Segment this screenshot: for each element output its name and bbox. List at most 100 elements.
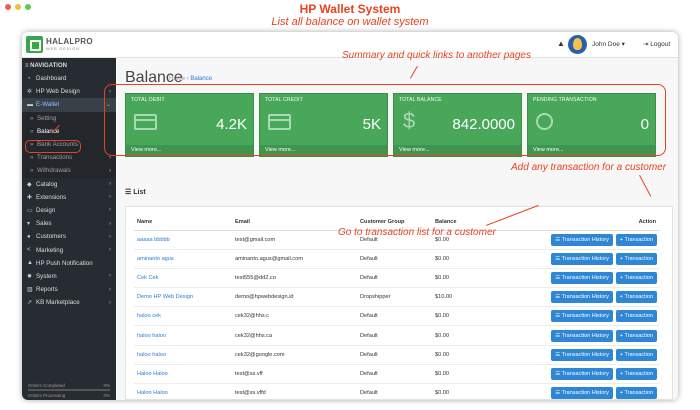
sidebar-item-label: Bank Accounts: [37, 141, 78, 149]
wallet-icon: ▬: [27, 101, 33, 108]
action-cell: ☰ Transaction History + Transaction: [472, 325, 660, 346]
action-cell: ☰ Transaction History + Transaction: [472, 230, 660, 250]
annotation-add: Add any transaction for a customer: [511, 162, 667, 173]
sidebar-item-dashboard[interactable]: ◔ Dashboard: [22, 72, 116, 85]
customer-name-link[interactable]: haloo cek: [134, 306, 232, 327]
add-transaction-button[interactable]: + Transaction: [615, 271, 657, 284]
transaction-history-button[interactable]: ☰ Transaction History: [551, 367, 613, 380]
transaction-history-button[interactable]: ☰ Transaction History: [551, 348, 613, 361]
customer-name-link[interactable]: aaaaa bbbbb: [134, 230, 232, 250]
chevron-right-icon: ›: [109, 194, 111, 201]
nav-heading: ≡ NAVIGATION: [25, 63, 67, 69]
customer-name-link[interactable]: haloo haloo: [134, 345, 232, 365]
transaction-history-button[interactable]: ☰ Transaction History: [551, 271, 613, 284]
view-more-link[interactable]: View more...: [126, 145, 253, 156]
customer-name-link[interactable]: Haloo Haloo: [134, 383, 232, 400]
window-title: HP Wallet System: [299, 2, 401, 16]
sidebar-item-label: Catalog: [36, 180, 58, 188]
sidebar-item-catalog[interactable]: ◆ Catalog ›: [22, 178, 116, 191]
card-total-balance: TOTAL BALANCE $ 842.0000 View more...: [393, 93, 522, 157]
breadcrumb: Home › Balance: [169, 76, 213, 82]
list-icon: ☰: [555, 390, 562, 397]
bell-icon[interactable]: ▲: [557, 39, 565, 48]
sidebar-item-label: Balance: [37, 127, 60, 135]
add-transaction-button[interactable]: + Transaction: [615, 367, 657, 380]
sidebar-subitem-balance[interactable]: » Balance: [22, 124, 116, 138]
transaction-history-button[interactable]: ☰ Transaction History: [551, 329, 613, 342]
sidebar-item-extensions[interactable]: ✚ Extensions ›: [22, 191, 116, 204]
bullet-icon: »: [30, 141, 34, 149]
sidebar-stats: Orders Completed 0% Orders Processing 0%: [22, 383, 116, 398]
add-transaction-button[interactable]: + Transaction: [615, 233, 657, 246]
transaction-history-button[interactable]: ☰ Transaction History: [551, 310, 613, 323]
view-more-link[interactable]: View more...: [394, 145, 521, 156]
sidebar-subitem-setting[interactable]: » Setting: [22, 111, 116, 125]
add-transaction-button[interactable]: + Transaction: [615, 387, 657, 400]
logout-link[interactable]: ⇥ Logout: [643, 41, 671, 48]
transaction-history-button[interactable]: ☰ Transaction History: [551, 252, 613, 265]
customer-name-link[interactable]: Demo HP Web Design: [134, 287, 232, 308]
add-transaction-button[interactable]: + Transaction: [615, 291, 657, 304]
list-icon: ☰: [555, 313, 562, 320]
bell-icon: ▲: [27, 260, 33, 267]
close-button[interactable]: [5, 4, 11, 10]
maximize-button[interactable]: [25, 4, 31, 10]
breadcrumb-current[interactable]: Balance: [190, 76, 213, 82]
add-transaction-button[interactable]: + Transaction: [615, 252, 657, 265]
sidebar-item-design[interactable]: ▭ Design ›: [22, 204, 116, 217]
transaction-history-button[interactable]: ☰ Transaction History: [551, 291, 613, 304]
sidebar-item-system[interactable]: ✹ System ›: [22, 270, 116, 283]
email-cell: cek32@hhs.c: [232, 306, 357, 327]
user-menu[interactable]: John Doe ▾: [592, 41, 625, 48]
minimize-button[interactable]: [15, 4, 21, 10]
add-transaction-button[interactable]: + Transaction: [615, 348, 657, 361]
sidebar-subitem-withdrawals[interactable]: » Withdrawals ›: [22, 164, 116, 178]
add-transaction-button[interactable]: + Transaction: [615, 310, 657, 323]
chevron-right-icon: ›: [109, 154, 111, 161]
logo-subtext: WEB DESIGN: [46, 46, 80, 51]
sidebar-item-sales[interactable]: ▾ Sales ›: [22, 217, 116, 230]
customer-group-cell: Default: [357, 268, 432, 289]
chevron-right-icon: ›: [109, 286, 111, 293]
transaction-history-label: Transaction History: [561, 390, 609, 397]
sidebar-subitem-transactions[interactable]: » Transactions ›: [22, 151, 116, 165]
balance-cell: $0.00: [432, 345, 472, 365]
card-title: TOTAL BALANCE: [399, 97, 442, 103]
customer-group-cell: Default: [357, 249, 432, 269]
list-heading: ☰ List: [125, 189, 146, 196]
chart-icon: ▥: [27, 287, 33, 294]
sidebar-item-reports[interactable]: ▥ Reports ›: [22, 283, 116, 296]
avatar[interactable]: [568, 35, 587, 54]
breadcrumb-home[interactable]: Home: [169, 76, 186, 82]
dashboard-icon: ◔: [27, 75, 31, 82]
table-row: Haloo Haloo test@ss.vffd Default $0.00 ☰ Tra…: [134, 383, 660, 400]
customer-name-link[interactable]: Cek Cek: [134, 268, 232, 289]
view-more-link[interactable]: View more...: [260, 145, 387, 156]
sidebar-subitem-bank-accounts[interactable]: » Bank Accounts: [22, 137, 116, 152]
cart-icon: ▾: [27, 221, 31, 228]
transaction-history-button[interactable]: ☰ Transaction History: [551, 233, 613, 246]
sidebar-item-push-notification[interactable]: ▲ HP Push Notification: [22, 257, 116, 270]
sidebar-item-customers[interactable]: ● Customers ›: [22, 230, 116, 243]
logo-text: HALALPRO: [46, 37, 93, 46]
transaction-history-button[interactable]: ☰ Transaction History: [551, 387, 613, 400]
sidebar-item-e-wallet[interactable]: ▬ E-Wallet ⌄: [22, 98, 116, 112]
sidebar-item-label: Marketing: [36, 246, 64, 254]
card-pending-transaction: PENDING TRANSACTION 0 View more...: [527, 93, 656, 157]
app-window: HALALPRO WEB DESIGN ▲ John Doe ▾ ⇥ Logou…: [22, 32, 678, 400]
add-transaction-button[interactable]: + Transaction: [615, 329, 657, 342]
window-controls: [5, 4, 31, 10]
table-row: haloo haloo cek32@google.com Default $0.00 ☰…: [134, 345, 660, 365]
view-more-link[interactable]: View more...: [528, 145, 655, 156]
sidebar-item-marketing[interactable]: < Marketing ›: [22, 243, 116, 256]
logo[interactable]: HALALPRO WEB DESIGN: [26, 36, 93, 53]
sidebar-item-hp-web-design[interactable]: ✲ HP Web Design ›: [22, 85, 116, 98]
customer-name-link[interactable]: haloo haloo: [134, 325, 232, 346]
customer-group-cell: Dropshipper: [357, 287, 432, 308]
customer-name-link[interactable]: aminanto agus: [134, 249, 232, 269]
customer-name-link[interactable]: Haloo Haloo: [134, 364, 232, 385]
bullet-icon: »: [30, 114, 34, 122]
sidebar-item-kb-marketplace[interactable]: ↗ KB Marketplace ›: [22, 296, 116, 309]
balance-cell: $0.00: [432, 306, 472, 327]
